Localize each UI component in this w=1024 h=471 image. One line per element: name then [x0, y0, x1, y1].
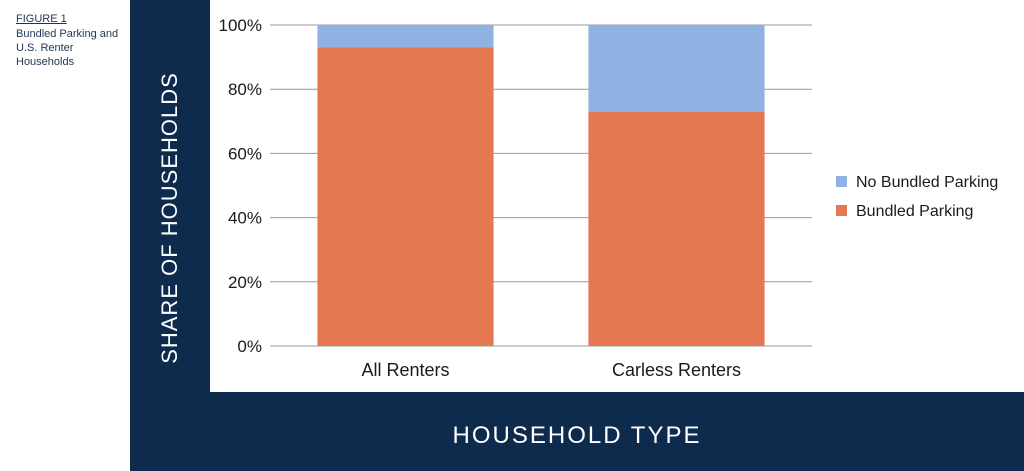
bar-bundled-parking — [317, 47, 494, 346]
bar-no-bundled-parking — [588, 25, 765, 112]
y-tick-label: 0% — [237, 337, 262, 356]
x-axis-label: HOUSEHOLD TYPE — [452, 422, 702, 449]
y-tick-label: 100% — [219, 16, 262, 35]
legend-label: No Bundled Parking — [856, 174, 998, 191]
y-tick-label: 20% — [228, 273, 262, 292]
figure-number: FIGURE 1 — [16, 13, 67, 25]
y-tick-label: 60% — [228, 144, 262, 163]
x-category-label: Carless Renters — [612, 360, 741, 380]
y-tick-label: 80% — [228, 80, 262, 99]
legend-swatch — [836, 176, 847, 187]
legend-label: Bundled Parking — [856, 203, 973, 220]
legend-swatch — [836, 205, 847, 216]
bar-bundled-parking — [588, 111, 765, 346]
x-category-label: All Renters — [361, 360, 449, 380]
y-tick-label: 40% — [228, 209, 262, 228]
figure-title: Bundled Parking and U.S. Renter Househol… — [16, 28, 119, 68]
figure-caption: FIGURE 1 Bundled Parking and U.S. Renter… — [16, 12, 126, 69]
bar-no-bundled-parking — [317, 25, 494, 48]
